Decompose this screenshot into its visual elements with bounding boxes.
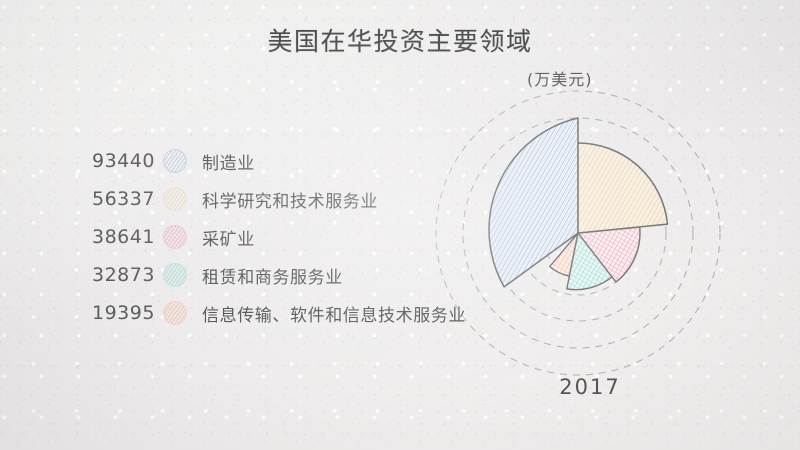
list-item[interactable]: 32873 租赁和商务服务业 bbox=[92, 256, 466, 294]
unit-label: (万美元) bbox=[527, 70, 593, 89]
legend-label: 采矿业 bbox=[202, 229, 255, 250]
swatch-mining-icon bbox=[162, 224, 188, 250]
swatch-manufacturing-icon bbox=[162, 148, 188, 174]
nightingale-rose-chart bbox=[420, 90, 750, 390]
legend-label: 信息传输、软件和信息技术服务业 bbox=[202, 305, 466, 326]
list-item[interactable]: 38641 采矿业 bbox=[92, 218, 466, 256]
list-item[interactable]: 93440 制造业 bbox=[92, 142, 466, 180]
list-item[interactable]: 19395 信息传输、软件和信息技术服务业 bbox=[92, 294, 466, 332]
legend-value: 93440 bbox=[92, 150, 155, 172]
slice-research[interactable] bbox=[577, 142, 669, 234]
year-label: 2017 bbox=[559, 375, 621, 399]
chart-legend: 93440 制造业 56337 bbox=[92, 142, 466, 332]
page-title: 美国在华投资主要领域 bbox=[267, 27, 533, 56]
list-item[interactable]: 56337 科学研究和技术服务业 bbox=[92, 180, 466, 218]
legend-value: 56337 bbox=[92, 188, 155, 210]
legend-label: 科学研究和技术服务业 bbox=[202, 191, 378, 212]
legend-value: 19395 bbox=[92, 302, 155, 324]
legend-label: 制造业 bbox=[202, 153, 255, 174]
legend-value: 38641 bbox=[92, 226, 155, 248]
legend-value: 32873 bbox=[92, 264, 155, 286]
swatch-it-icon bbox=[162, 300, 188, 326]
slice-mining[interactable] bbox=[577, 226, 641, 283]
swatch-leasing-icon bbox=[162, 262, 188, 288]
legend-label: 租赁和商务服务业 bbox=[202, 267, 343, 288]
slice-manufacturing[interactable] bbox=[488, 117, 579, 288]
swatch-research-icon bbox=[162, 186, 188, 212]
